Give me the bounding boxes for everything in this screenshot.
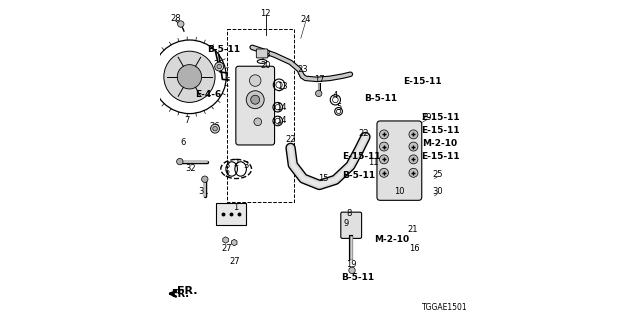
Circle shape	[251, 95, 260, 104]
Circle shape	[380, 168, 388, 177]
FancyBboxPatch shape	[340, 212, 362, 238]
Text: M-2-10: M-2-10	[422, 139, 458, 148]
Text: 26: 26	[214, 60, 225, 68]
Circle shape	[316, 90, 322, 97]
Text: 6: 6	[180, 138, 186, 147]
Text: 12: 12	[260, 9, 271, 18]
Circle shape	[202, 176, 208, 182]
FancyBboxPatch shape	[236, 66, 275, 145]
Text: 10: 10	[394, 187, 404, 196]
Circle shape	[409, 168, 418, 177]
Text: E-15-11: E-15-11	[403, 77, 442, 86]
Text: 11: 11	[369, 158, 379, 167]
Text: 2: 2	[224, 170, 229, 179]
Text: M-2-10: M-2-10	[374, 235, 410, 244]
Text: TGGAE1501: TGGAE1501	[422, 303, 467, 312]
Text: 16: 16	[409, 244, 420, 253]
Circle shape	[380, 130, 388, 139]
Text: 7: 7	[184, 116, 189, 125]
Circle shape	[380, 142, 388, 151]
Text: 27: 27	[221, 244, 232, 253]
Text: 14: 14	[276, 116, 287, 125]
Text: B-5-11: B-5-11	[342, 171, 375, 180]
Text: 4: 4	[333, 91, 338, 100]
Text: 14: 14	[276, 103, 287, 112]
Text: 25: 25	[433, 170, 443, 179]
Text: B-5-11: B-5-11	[364, 94, 397, 103]
Text: B-5-11: B-5-11	[207, 45, 241, 54]
Circle shape	[409, 155, 418, 164]
Text: 20: 20	[260, 61, 271, 70]
Text: 1: 1	[234, 203, 239, 212]
Text: E-15-11: E-15-11	[420, 113, 460, 122]
Text: 9: 9	[344, 219, 349, 228]
Text: 8: 8	[346, 209, 351, 218]
Text: 21: 21	[408, 225, 418, 234]
Text: 3: 3	[243, 161, 248, 170]
Text: 13: 13	[277, 82, 287, 91]
Circle shape	[409, 142, 418, 151]
Text: 2: 2	[234, 159, 239, 168]
Circle shape	[250, 75, 261, 86]
Circle shape	[217, 64, 221, 69]
Text: 19: 19	[346, 260, 356, 269]
Text: FR.: FR.	[171, 289, 189, 300]
Circle shape	[164, 51, 215, 102]
Circle shape	[349, 267, 355, 274]
Text: 3: 3	[224, 161, 229, 170]
Text: 5: 5	[336, 103, 341, 112]
Circle shape	[177, 65, 202, 89]
Text: E-15-11: E-15-11	[420, 126, 460, 135]
Text: E-15-11: E-15-11	[342, 152, 381, 161]
Circle shape	[178, 21, 184, 27]
FancyBboxPatch shape	[216, 203, 246, 225]
Circle shape	[246, 91, 264, 109]
Circle shape	[212, 126, 218, 131]
Circle shape	[215, 62, 224, 71]
Text: 15: 15	[319, 174, 329, 183]
Circle shape	[211, 124, 220, 133]
Text: 23: 23	[297, 65, 308, 74]
Text: 18: 18	[260, 50, 271, 59]
Circle shape	[380, 155, 388, 164]
Text: 30: 30	[433, 187, 443, 196]
Text: 29: 29	[421, 113, 431, 122]
Text: B-5-11: B-5-11	[341, 273, 374, 282]
FancyBboxPatch shape	[377, 121, 422, 200]
Text: FR.: FR.	[177, 286, 198, 296]
Text: 24: 24	[300, 15, 311, 24]
Text: 26: 26	[210, 122, 220, 131]
Text: 22: 22	[358, 129, 369, 138]
Text: 31: 31	[198, 187, 209, 196]
Circle shape	[177, 158, 183, 165]
Text: 22: 22	[285, 135, 296, 144]
Text: 32: 32	[185, 164, 196, 173]
Text: 28: 28	[170, 14, 180, 23]
Text: E-4-6: E-4-6	[195, 90, 222, 99]
Text: 27: 27	[229, 257, 239, 266]
Circle shape	[254, 118, 262, 126]
Text: E-15-11: E-15-11	[420, 152, 460, 161]
Text: 17: 17	[314, 75, 324, 84]
Bar	[227, 29, 294, 202]
FancyBboxPatch shape	[256, 49, 268, 58]
Circle shape	[409, 130, 418, 139]
